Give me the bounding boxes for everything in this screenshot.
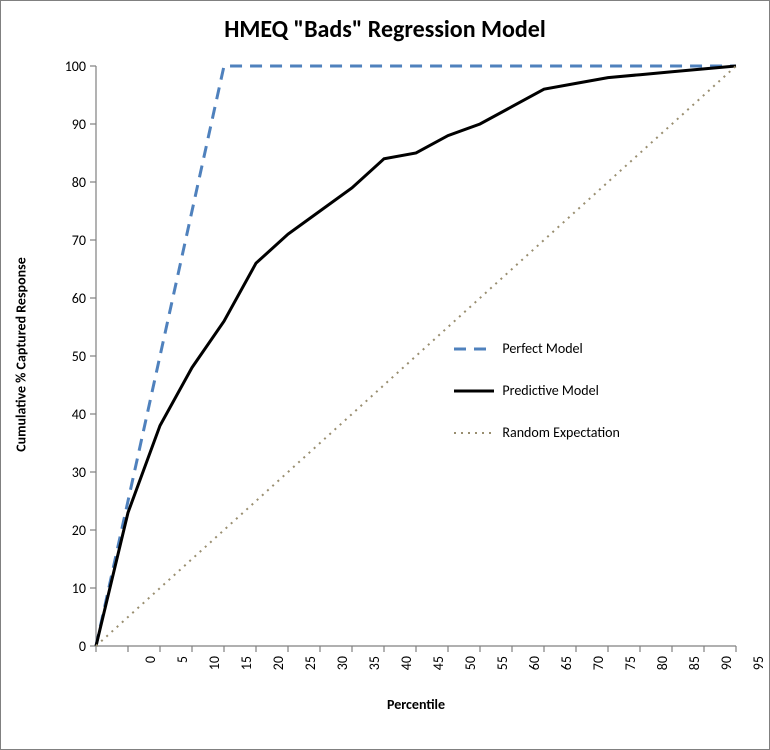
- x-tick-label: 65: [558, 656, 575, 696]
- x-tick-label: 60: [526, 656, 543, 696]
- y-tick-label: 70: [52, 232, 86, 249]
- legend-item: Random Expectation: [454, 423, 620, 443]
- legend-label: Perfect Model: [502, 340, 582, 357]
- legend-swatch: [454, 423, 494, 443]
- x-tick-label: 50: [462, 656, 479, 696]
- y-tick-label: 30: [52, 464, 86, 481]
- legend: Perfect Model Predictive Model Random Expe…: [454, 339, 620, 465]
- x-tick-label: 20: [270, 656, 287, 696]
- x-tick-label: 45: [430, 656, 447, 696]
- y-tick-label: 90: [52, 116, 86, 133]
- y-tick-label: 0: [52, 638, 86, 655]
- x-tick-label: 95: [750, 656, 767, 696]
- legend-label: Random Expectation: [502, 424, 620, 441]
- x-tick-label: 15: [238, 656, 255, 696]
- y-tick-label: 20: [52, 522, 86, 539]
- x-axis-title: Percentile: [96, 696, 736, 713]
- y-tick-label: 40: [52, 406, 86, 423]
- x-tick-label: 0: [142, 656, 159, 696]
- legend-item: Predictive Model: [454, 381, 620, 401]
- y-tick-label: 60: [52, 290, 86, 307]
- x-tick-label: 55: [494, 656, 511, 696]
- y-tick-label: 80: [52, 174, 86, 191]
- chart-title: HMEQ "Bads" Regression Model: [1, 15, 769, 44]
- legend-item: Perfect Model: [454, 339, 620, 359]
- x-tick-label: 75: [622, 656, 639, 696]
- series-predictive-model: [96, 66, 736, 646]
- y-axis-title: Cumulative % Captured Response: [13, 225, 30, 485]
- x-tick-label: 85: [686, 656, 703, 696]
- y-tick-label: 50: [52, 348, 86, 365]
- legend-swatch: [454, 339, 494, 359]
- x-tick-label: 5: [174, 656, 191, 696]
- x-tick-label: 90: [718, 656, 735, 696]
- x-tick-label: 25: [302, 656, 319, 696]
- x-tick-label: 10: [206, 656, 223, 696]
- y-tick-label: 100: [52, 58, 86, 75]
- y-tick-label: 10: [52, 580, 86, 597]
- chart-frame: HMEQ "Bads" Regression Model Cumulative …: [0, 0, 770, 750]
- legend-label: Predictive Model: [502, 382, 598, 399]
- legend-swatch: [454, 381, 494, 401]
- x-tick-label: 70: [590, 656, 607, 696]
- x-tick-label: 30: [334, 656, 351, 696]
- x-tick-label: 40: [398, 656, 415, 696]
- x-tick-label: 80: [654, 656, 671, 696]
- x-tick-label: 35: [366, 656, 383, 696]
- plot-svg: [86, 56, 746, 656]
